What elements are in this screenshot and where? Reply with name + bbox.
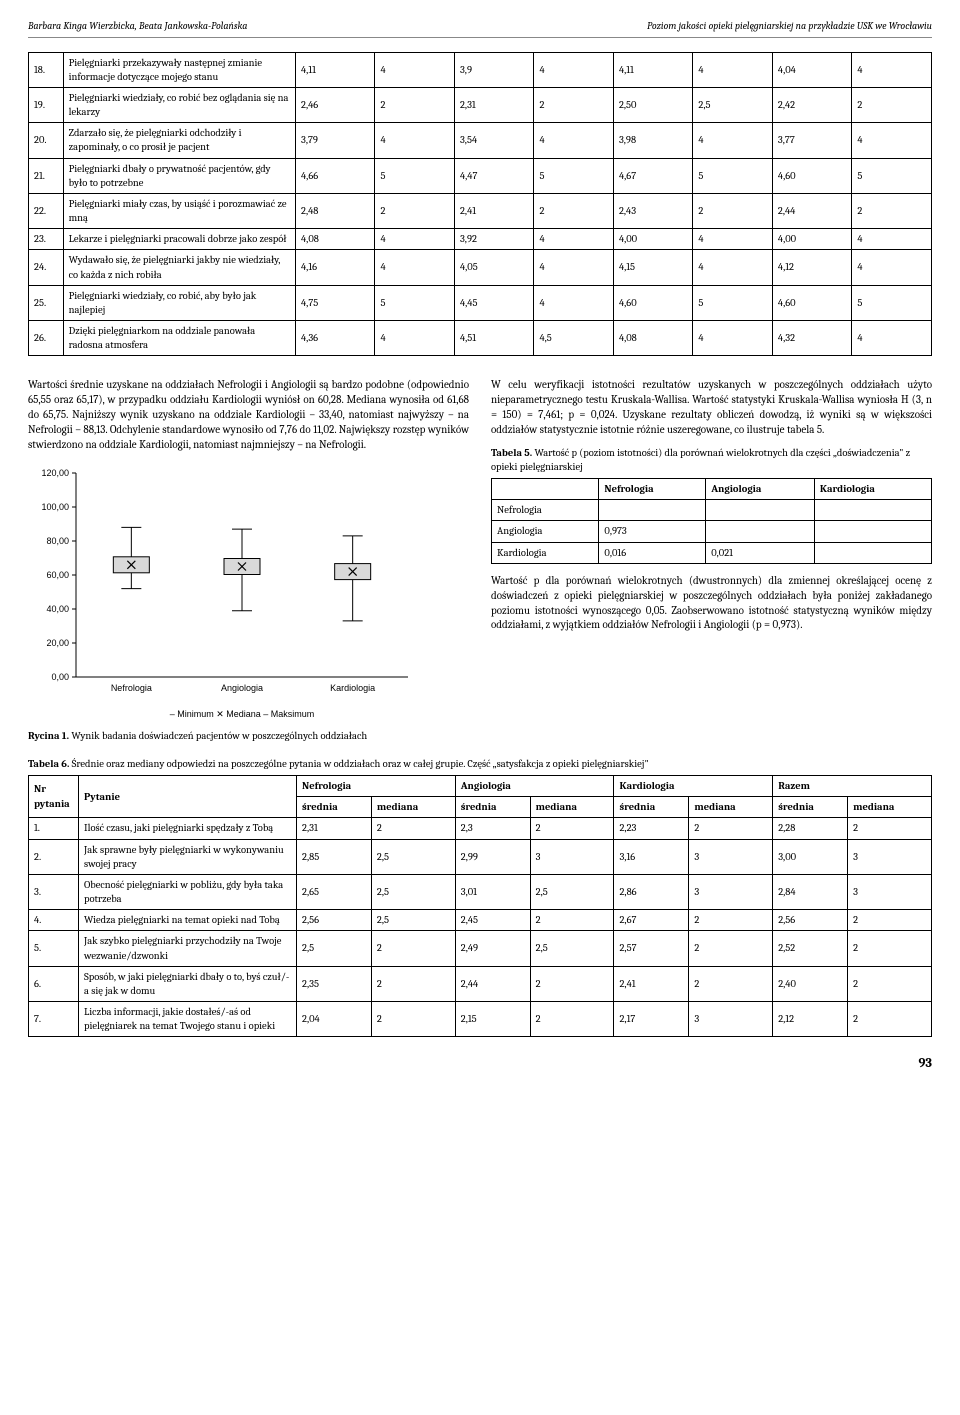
- boxplot-chart: 0,00 20,00 40,00 60,00 80,00 100,00 120,00 Nefr…: [28, 463, 469, 723]
- svg-text:20,00: 20,00: [46, 638, 69, 648]
- svg-text:Nefrologia: Nefrologia: [111, 683, 152, 693]
- svg-text:100,00: 100,00: [41, 502, 69, 512]
- svg-text:120,00: 120,00: [41, 468, 69, 478]
- figure-caption: Rycina 1. Wynik badania doświadczeń pacj…: [28, 729, 469, 743]
- table6-caption: Tabela 6. Średnie oraz mediany odpowiedz…: [28, 757, 932, 771]
- svg-text:Kardiologia: Kardiologia: [330, 683, 375, 693]
- svg-text:0,00: 0,00: [51, 672, 69, 682]
- table5: NefrologiaAngiologiaKardiologiaNefrologi…: [491, 478, 932, 564]
- page-header: Barbara Kinga Wierzbicka, Beata Jankowsk…: [28, 20, 932, 38]
- boxplot-svg: 0,00 20,00 40,00 60,00 80,00 100,00 120,00 Nefr…: [28, 463, 418, 723]
- paragraph-right-1: W celu weryfikacji istotności rezultatów…: [491, 378, 932, 437]
- svg-text:40,00: 40,00: [46, 604, 69, 614]
- paragraph-right-2: Wartość p dla porównań wielokrotnych (dw…: [491, 574, 932, 633]
- table5-caption: Tabela 5. Wartość p (poziom istotności) …: [491, 446, 932, 474]
- page-number: 93: [28, 1055, 932, 1073]
- table-continued: 18.Pielęgniarki przekazywały następnej z…: [28, 52, 932, 357]
- svg-text:Angiologia: Angiologia: [221, 683, 263, 693]
- svg-text:60,00: 60,00: [46, 570, 69, 580]
- header-title: Poziom jakości opieki pielęgniarskiej na…: [647, 20, 932, 34]
- table6: Nr pytaniaPytanieNefrologiaAngiologiaKar…: [28, 775, 932, 1037]
- svg-text:80,00: 80,00: [46, 536, 69, 546]
- header-authors: Barbara Kinga Wierzbicka, Beata Jankowsk…: [28, 20, 247, 34]
- paragraph-left: Wartości średnie uzyskane na oddziałach …: [28, 378, 469, 452]
- svg-text:– Minimum ✕ Mediana – Maks: – Minimum ✕ Mediana – Maksimum: [170, 709, 315, 719]
